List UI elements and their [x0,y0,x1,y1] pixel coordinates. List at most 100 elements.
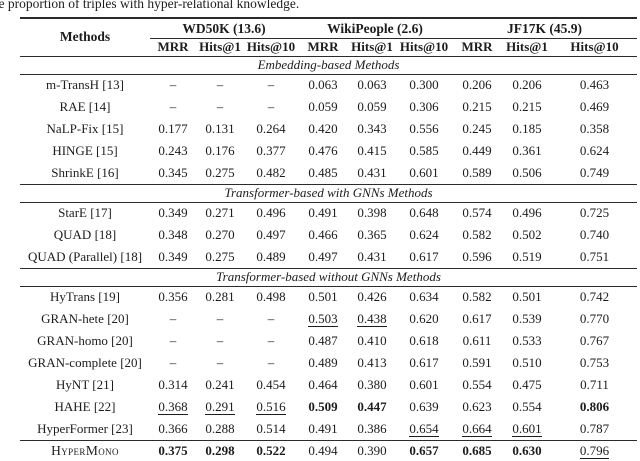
value-cell: 0.475 [512,377,542,392]
value-cell: 0.740 [579,227,610,242]
value-cell: 0.685 [452,439,503,461]
value-cell: 0.413 [357,355,387,370]
value-cell: 0.291 [196,396,244,418]
value-cell: 0.487 [308,333,338,348]
value-cell: 0.366 [158,420,188,436]
value-cell: 0.206 [512,77,542,93]
value-cell: – [169,311,177,326]
value-cell: 0.314 [158,377,188,392]
value-cell: 0.454 [256,377,286,392]
value-cell: 0.611 [462,333,492,348]
value-cell: 0.509 [308,399,338,414]
method-row: HyperFormer [23] 0.366 0.288 0.514 0.491 0.38… [20,418,637,440]
metric-header-7: Hits@1 [502,38,553,57]
value-cell: 0.601 [409,377,439,392]
section-title-row: Transformer-based with GNNs Methods [20,183,638,203]
method-row: QUAD (Parallel) [18] 0.349 0.275 0.489 0.497… [20,246,637,268]
caption-text: the proportion of triples with hyper-rel… [0,0,300,11]
value-cell: 0.438 [348,308,396,330]
underlined-value: 0.503 [308,310,338,328]
value-cell: 0.617 [409,355,439,370]
section-title: Embedding-based Methods [20,55,638,75]
value-cell: 0.345 [158,164,188,180]
value-cell: 0.596 [462,248,492,264]
value-cell: 0.554 [512,399,542,414]
value-cell: 0.361 [512,143,542,158]
value-cell: 0.510 [512,355,542,370]
value-cell: 0.306 [409,99,439,114]
method-row: StarE [17] 0.349 0.271 0.496 0.491 0.398 0.648… [20,202,637,224]
value-cell: 0.410 [357,333,387,348]
value-cell: 0.751 [579,248,610,264]
value-cell: 0.386 [357,420,387,436]
value-cell: 0.617 [409,248,439,264]
method-row: GRAN-complete [20] – – – 0.489 0.413 0.617 0.59… [20,352,637,374]
value-cell: 0.620 [409,311,439,326]
underlined-value: 0.796 [579,443,610,460]
method-row: ShrinkE [16] 0.345 0.275 0.482 0.485 0.431 0.6… [20,162,637,184]
value-cell: 0.215 [462,99,492,114]
value-cell: 0.343 [357,121,387,136]
method-name: HyperFormer [23] [37,420,133,436]
underlined-value: 0.368 [158,398,188,416]
value-cell: 0.497 [256,227,286,242]
value-cell: 0.489 [256,248,286,264]
value-cell: 0.639 [409,399,439,414]
value-cell: 0.463 [579,77,610,93]
group-header-jf17k: JF17K (45.9) [452,18,638,39]
value-cell: 0.617 [462,311,492,326]
group-header-wikipeople: WikiPeople (2.6) [298,18,453,39]
value-cell: 0.806 [579,399,610,414]
value-cell: 0.243 [158,143,188,158]
value-cell: 0.601 [409,164,439,180]
metric-header-6: MRR [452,38,503,57]
underlined-value: 0.291 [205,398,235,416]
value-cell: 0.271 [205,205,235,221]
value-cell: 0.349 [158,205,188,221]
value-cell: 0.648 [409,205,439,221]
value-cell: 0.482 [256,164,286,180]
value-cell: – [216,355,224,370]
value-cell: 0.582 [462,227,492,242]
underlined-value: 0.664 [462,420,492,437]
underlined-value: 0.654 [409,420,439,437]
value-cell: 0.275 [205,164,235,180]
value-cell: 0.502 [512,227,542,242]
value-cell: 0.415 [357,143,387,158]
method-name: HAHE [22] [54,399,116,414]
method-name: GRAN-homo [20] [37,333,133,348]
method-name: HyperMono [20,439,150,461]
value-cell: 0.185 [512,121,542,136]
value-cell: 0.365 [357,227,387,242]
value-cell: 0.601 [502,418,552,440]
value-cell: 0.796 [552,439,638,461]
value-cell: 0.449 [462,143,492,158]
value-cell: 0.431 [357,248,387,264]
value-cell: 0.390 [348,439,396,461]
value-cell: 0.420 [308,121,338,136]
value-cell: 0.241 [205,377,235,392]
section-title: Transformer-based with GNNs Methods [20,183,638,203]
value-cell: 0.585 [409,143,439,158]
value-cell: 0.556 [409,121,439,136]
table-body: Embedding-based Methods m-TransH [13] – – – 0… [20,55,638,461]
value-cell: 0.503 [298,308,348,330]
value-cell: 0.298 [196,439,244,461]
value-cell: 0.742 [579,289,610,305]
value-cell: 0.498 [256,289,286,305]
value-cell: 0.501 [308,289,338,305]
value-cell: 0.516 [244,396,298,418]
value-cell: 0.497 [308,248,338,264]
value-cell: 0.288 [205,420,235,436]
value-cell: 0.767 [579,333,610,348]
metric-header-0: MRR [150,38,196,57]
final-method-row: HyperMono 0.375 0.298 0.522 0.494 0.390 0.657 0… [20,439,638,461]
value-cell: 0.725 [579,205,610,221]
metric-header-4: Hits@1 [348,38,396,57]
value-cell: 0.466 [308,227,338,242]
value-cell: – [216,77,224,93]
value-cell: 0.491 [308,205,338,221]
method-row: GRAN-hete [20] – – – 0.503 0.438 0.620 0.617 0.5… [20,308,637,330]
method-row: HyTrans [19] 0.356 0.281 0.498 0.501 0.426 0.6… [20,286,637,308]
value-cell: 0.398 [357,205,387,221]
